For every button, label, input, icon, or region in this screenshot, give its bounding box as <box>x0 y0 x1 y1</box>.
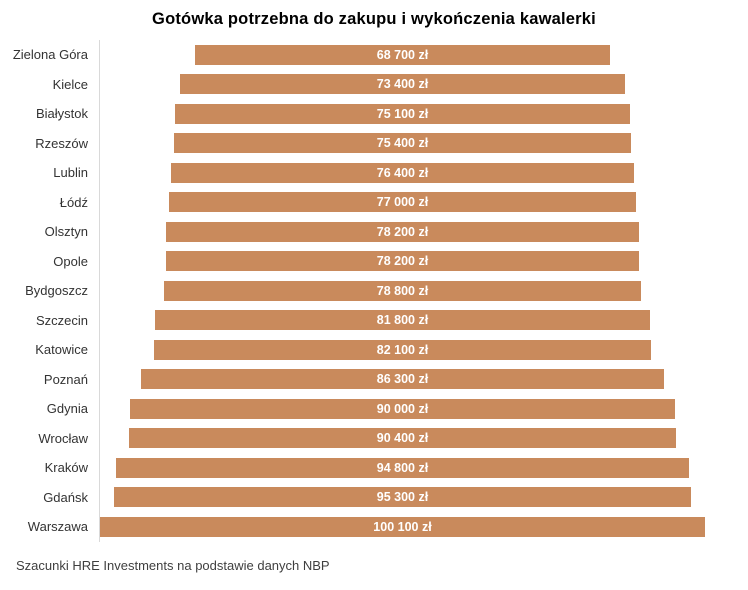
bar-value-label: 94 800 zł <box>376 460 429 475</box>
value-bar: 68 700 zł <box>194 44 611 65</box>
bar-value-label: 81 800 zł <box>376 313 429 328</box>
source-note: Szacunki HRE Investments na podstawie da… <box>16 557 330 573</box>
funnel-bar-chart: Gotówka potrzebna do zakupu i wykończeni… <box>0 10 748 590</box>
value-bar: 75 400 zł <box>174 133 631 154</box>
chart-row: Gdańsk 95 300 zł <box>0 482 748 512</box>
plot-cell: 90 400 zł <box>99 423 705 453</box>
chart-row: Wrocław 90 400 zł <box>0 423 748 453</box>
plot-cell: 78 200 zł <box>99 246 705 276</box>
plot-cell: 75 100 zł <box>99 99 705 129</box>
bar-value-label: 78 200 zł <box>376 254 429 269</box>
bar-value-label: 77 000 zł <box>376 195 429 210</box>
category-label: Białystok <box>35 106 88 122</box>
bar-value-label: 82 100 zł <box>376 342 429 357</box>
chart-row: Bydgoszcz 78 800 zł <box>0 276 748 306</box>
bar-value-label: 68 700 zł <box>376 47 429 62</box>
value-bar: 95 300 zł <box>114 487 691 508</box>
value-bar: 82 100 zł <box>154 339 651 360</box>
bar-value-label: 90 000 zł <box>376 401 429 416</box>
plot-cell: 81 800 zł <box>99 305 705 335</box>
plot-cell: 100 100 zł <box>99 512 705 542</box>
bar-value-label: 95 300 zł <box>376 490 429 505</box>
plot-cell: 68 700 zł <box>99 40 705 70</box>
category-label: Zielona Góra <box>12 47 88 63</box>
value-bar: 94 800 zł <box>115 457 690 478</box>
plot-cell: 75 400 zł <box>99 128 705 158</box>
chart-row: Warszawa 100 100 zł <box>0 512 748 542</box>
plot-cell: 86 300 zł <box>99 364 705 394</box>
value-bar: 78 200 zł <box>165 221 640 242</box>
category-label: Warszawa <box>27 519 88 535</box>
chart-row: Szczecin 81 800 zł <box>0 305 748 335</box>
chart-row: Opole 78 200 zł <box>0 246 748 276</box>
bar-value-label: 78 200 zł <box>376 224 429 239</box>
bar-value-label: 90 400 zł <box>376 431 429 446</box>
value-bar: 100 100 zł <box>100 516 705 537</box>
bar-value-label: 75 400 zł <box>376 136 429 151</box>
chart-row: Gdynia 90 000 zł <box>0 394 748 424</box>
chart-row: Białystok 75 100 zł <box>0 99 748 129</box>
chart-row: Zielona Góra 68 700 zł <box>0 40 748 70</box>
value-bar: 90 400 zł <box>128 428 677 449</box>
plot-cell: 78 800 zł <box>99 276 705 306</box>
value-bar: 76 400 zł <box>171 162 634 183</box>
chart-row: Rzeszów 75 400 zł <box>0 128 748 158</box>
plot-cell: 95 300 zł <box>99 482 705 512</box>
plot-cell: 82 100 zł <box>99 335 705 365</box>
category-label: Kielce <box>52 76 88 92</box>
category-label: Szczecin <box>35 312 88 328</box>
value-bar: 75 100 zł <box>175 103 630 124</box>
category-label: Olsztyn <box>44 224 88 240</box>
category-label: Gdynia <box>46 401 88 417</box>
value-bar: 86 300 zł <box>141 369 664 390</box>
chart-plot-area: Zielona Góra 68 700 zł Kielce 73 400 zł Biał… <box>0 40 748 542</box>
category-label: Kraków <box>44 460 88 476</box>
category-label: Wrocław <box>38 430 88 446</box>
bar-value-label: 100 100 zł <box>373 519 432 534</box>
category-label: Lublin <box>53 165 88 181</box>
plot-cell: 73 400 zł <box>99 69 705 99</box>
bar-value-label: 73 400 zł <box>376 77 429 92</box>
chart-row: Kielce 73 400 zł <box>0 69 748 99</box>
bar-value-label: 75 100 zł <box>376 106 429 121</box>
chart-row: Kraków 94 800 zł <box>0 453 748 483</box>
plot-cell: 77 000 zł <box>99 187 705 217</box>
category-label: Gdańsk <box>43 489 88 505</box>
value-bar: 77 000 zł <box>169 192 636 213</box>
value-bar: 81 800 zł <box>154 310 651 331</box>
category-label: Łódź <box>59 194 88 210</box>
chart-row: Olsztyn 78 200 zł <box>0 217 748 247</box>
bar-value-label: 76 400 zł <box>376 165 429 180</box>
plot-cell: 78 200 zł <box>99 217 705 247</box>
chart-row: Poznań 86 300 zł <box>0 364 748 394</box>
chart-row: Katowice 82 100 zł <box>0 335 748 365</box>
category-label: Katowice <box>35 342 88 358</box>
chart-row: Lublin 76 400 zł <box>0 158 748 188</box>
category-label: Rzeszów <box>35 135 88 151</box>
plot-cell: 76 400 zł <box>99 158 705 188</box>
category-label: Bydgoszcz <box>25 283 88 299</box>
bar-value-label: 78 800 zł <box>376 283 429 298</box>
value-bar: 78 200 zł <box>165 251 640 272</box>
plot-cell: 94 800 zł <box>99 453 705 483</box>
value-bar: 78 800 zł <box>163 280 642 301</box>
plot-cell: 90 000 zł <box>99 394 705 424</box>
chart-row: Łódź 77 000 zł <box>0 187 748 217</box>
category-label: Opole <box>53 253 88 269</box>
value-bar: 73 400 zł <box>180 74 625 95</box>
chart-title: Gotówka potrzebna do zakupu i wykończeni… <box>152 10 596 28</box>
category-label: Poznań <box>43 371 88 387</box>
bar-value-label: 86 300 zł <box>376 372 429 387</box>
value-bar: 90 000 zł <box>130 398 675 419</box>
